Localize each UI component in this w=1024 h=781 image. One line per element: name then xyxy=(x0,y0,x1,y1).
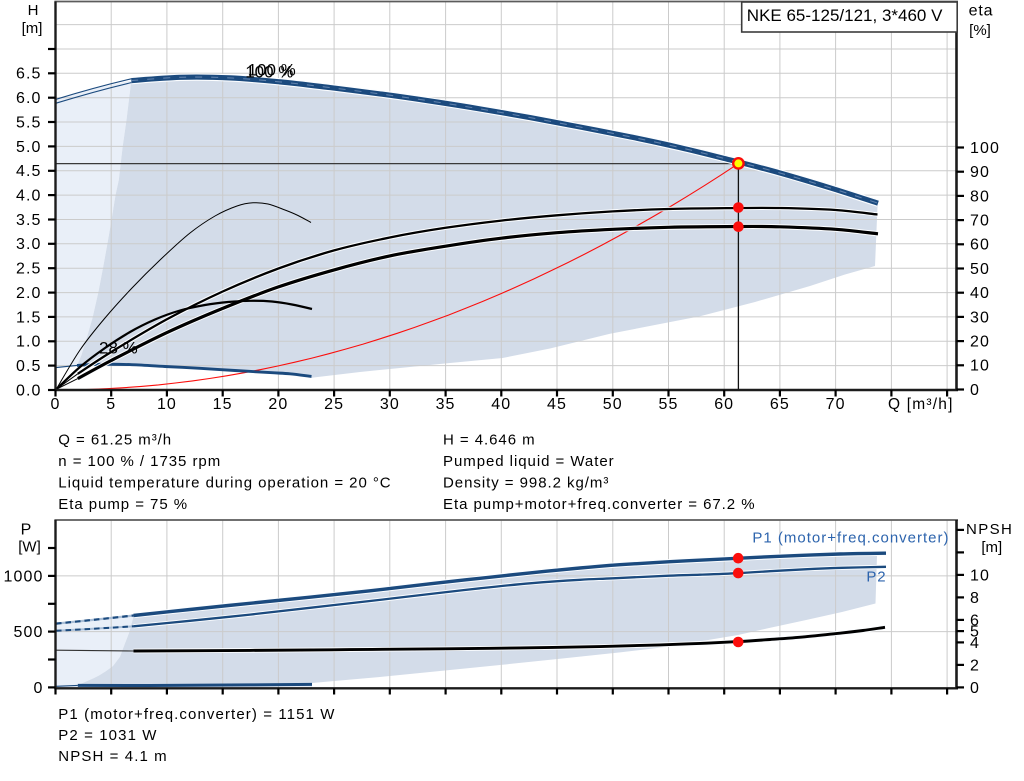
svg-text:10: 10 xyxy=(970,567,990,584)
svg-text:[W]: [W] xyxy=(18,539,41,556)
svg-text:5.5: 5.5 xyxy=(16,114,42,131)
svg-text:P1 (motor+freq.converter) = 11: P1 (motor+freq.converter) = 1151 W xyxy=(58,706,335,723)
svg-text:30: 30 xyxy=(380,396,400,413)
svg-text:20: 20 xyxy=(268,396,288,413)
svg-text:500: 500 xyxy=(14,624,44,641)
svg-text:10: 10 xyxy=(970,358,990,375)
svg-text:NPSH = 4.1 m: NPSH = 4.1 m xyxy=(58,748,167,765)
svg-text:25: 25 xyxy=(324,396,344,413)
svg-text:[m]: [m] xyxy=(22,20,43,37)
svg-text:100: 100 xyxy=(970,140,1000,157)
svg-text:50: 50 xyxy=(603,396,623,413)
svg-text:0: 0 xyxy=(970,680,980,697)
svg-text:55: 55 xyxy=(658,396,678,413)
svg-text:1.0: 1.0 xyxy=(16,334,42,351)
svg-text:90: 90 xyxy=(970,164,990,181)
svg-text:5.0: 5.0 xyxy=(16,139,42,156)
svg-text:4.0: 4.0 xyxy=(16,188,42,205)
svg-text:Pumped liquid = Water: Pumped liquid = Water xyxy=(443,453,615,470)
svg-text:5: 5 xyxy=(970,624,980,641)
svg-text:Density = 998.2 kg/m³: Density = 998.2 kg/m³ xyxy=(443,475,609,492)
svg-text:NKE 65-125/121, 3*460 V: NKE 65-125/121, 3*460 V xyxy=(747,6,943,25)
svg-text:4.5: 4.5 xyxy=(16,163,42,180)
svg-text:P2 = 1031 W: P2 = 1031 W xyxy=(58,727,157,744)
svg-text:6.5: 6.5 xyxy=(16,66,42,83)
svg-text:100 %: 100 % xyxy=(245,63,293,82)
svg-text:P2: P2 xyxy=(866,569,886,586)
svg-text:60: 60 xyxy=(970,237,990,254)
svg-text:n = 100 % / 1735 rpm: n = 100 % / 1735 rpm xyxy=(58,453,221,470)
svg-text:0: 0 xyxy=(51,396,61,413)
svg-text:35: 35 xyxy=(436,396,456,413)
svg-text:100 %: 100 % xyxy=(248,61,296,80)
svg-text:2: 2 xyxy=(970,657,980,674)
svg-text:[%]: [%] xyxy=(969,22,991,39)
svg-text:28 %: 28 % xyxy=(99,339,138,358)
svg-text:4: 4 xyxy=(970,635,980,652)
svg-text:Q [m³/h]: Q [m³/h] xyxy=(888,396,954,413)
svg-text:H = 4.646 m: H = 4.646 m xyxy=(443,432,536,449)
svg-text:[m]: [m] xyxy=(981,539,1002,556)
svg-text:8: 8 xyxy=(970,590,980,607)
svg-text:3.5: 3.5 xyxy=(16,212,42,229)
svg-text:10: 10 xyxy=(157,396,177,413)
svg-text:0: 0 xyxy=(34,680,44,697)
svg-text:3.0: 3.0 xyxy=(16,236,42,253)
svg-text:45: 45 xyxy=(547,396,567,413)
svg-text:P1 (motor+freq.converter): P1 (motor+freq.converter) xyxy=(752,530,949,547)
svg-text:6: 6 xyxy=(970,612,980,629)
svg-text:0: 0 xyxy=(970,382,980,399)
svg-text:40: 40 xyxy=(491,396,511,413)
svg-text:65: 65 xyxy=(770,396,790,413)
svg-text:P: P xyxy=(21,522,32,539)
svg-text:2.0: 2.0 xyxy=(16,285,42,302)
svg-text:0.0: 0.0 xyxy=(16,382,42,399)
svg-text:Liquid temperature during oper: Liquid temperature during operation = 20… xyxy=(58,475,391,492)
svg-text:1.5: 1.5 xyxy=(16,309,42,326)
svg-text:30: 30 xyxy=(970,309,990,326)
svg-text:6.0: 6.0 xyxy=(16,90,42,107)
svg-text:2.5: 2.5 xyxy=(16,261,42,278)
svg-text:40: 40 xyxy=(970,285,990,302)
svg-text:1000: 1000 xyxy=(4,568,44,585)
svg-text:5: 5 xyxy=(106,396,116,413)
svg-text:Eta pump+motor+freq.converter: Eta pump+motor+freq.converter = 67.2 % xyxy=(443,496,756,513)
svg-text:H: H xyxy=(28,2,39,19)
svg-text:0.5: 0.5 xyxy=(16,358,42,375)
svg-text:Eta pump = 75 %: Eta pump = 75 % xyxy=(58,496,188,513)
svg-text:Q = 61.25 m³/h: Q = 61.25 m³/h xyxy=(58,432,172,449)
svg-text:NPSH: NPSH xyxy=(966,521,1013,538)
svg-text:50: 50 xyxy=(970,261,990,278)
svg-text:20: 20 xyxy=(970,334,990,351)
svg-text:70: 70 xyxy=(826,396,846,413)
svg-text:70: 70 xyxy=(970,213,990,230)
svg-text:eta: eta xyxy=(969,3,994,20)
svg-text:60: 60 xyxy=(714,396,734,413)
svg-text:15: 15 xyxy=(213,396,233,413)
svg-text:80: 80 xyxy=(970,188,990,205)
